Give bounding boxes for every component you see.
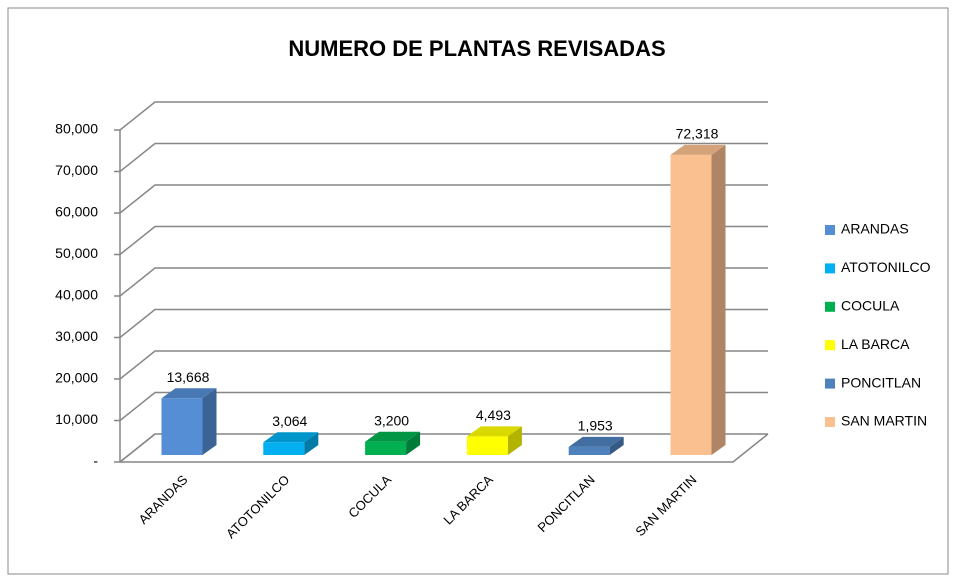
bar-top	[365, 431, 421, 442]
grid-line	[119, 225, 768, 256]
chart-title: NUMERO DE PLANTAS REVISADAS	[288, 36, 665, 61]
bar	[263, 442, 305, 455]
data-label: 3,064	[272, 413, 307, 429]
legend-label: COCULA	[841, 298, 900, 314]
data-label: 13,668	[167, 369, 210, 385]
legend-swatch	[825, 263, 835, 274]
grid-line	[119, 184, 768, 214]
bar-side	[609, 436, 624, 455]
data-label: 4,493	[476, 407, 511, 423]
y-tick-label: 10,000	[55, 411, 98, 427]
legend-swatch	[825, 417, 835, 427]
legend-label: LA BARCA	[841, 336, 910, 352]
y-tick-label: 20,000	[55, 370, 98, 386]
y-tick-label: 30,000	[55, 328, 98, 344]
y-tick-label: -	[93, 453, 98, 469]
grid-line	[119, 433, 768, 463]
legend-label: PONCITLAN	[841, 374, 921, 390]
bar	[568, 446, 610, 455]
y-tick-label: 60,000	[55, 204, 98, 220]
y-tick-label: 50,000	[55, 245, 98, 261]
bar	[466, 436, 508, 455]
bar	[161, 398, 203, 455]
y-tick-label: 80,000	[55, 121, 98, 137]
bar	[670, 154, 712, 455]
legend-swatch	[825, 340, 835, 351]
legend-swatch	[825, 301, 835, 312]
grid-line	[119, 350, 768, 380]
bar-side	[406, 431, 421, 455]
grid-line	[119, 267, 768, 297]
grid-line	[119, 142, 768, 173]
bar-side	[202, 388, 217, 455]
data-label: 1,953	[578, 418, 613, 434]
legend-label: ATOTONILCO	[841, 259, 931, 275]
data-label: 72,318	[676, 126, 719, 142]
y-tick-label: 70,000	[55, 162, 98, 178]
data-label: 3,200	[374, 412, 409, 428]
bar-top	[568, 436, 624, 447]
grid-line	[119, 101, 768, 131]
bar-side	[507, 426, 522, 455]
legend-label: SAN MARTIN	[841, 413, 927, 429]
bar-top	[161, 388, 217, 399]
bar-top	[466, 426, 522, 437]
bar-side	[304, 432, 319, 455]
bar-top	[263, 432, 319, 443]
legend-swatch	[825, 225, 835, 235]
y-tick-label: 40,000	[55, 287, 98, 303]
legend-label: ARANDAS	[841, 221, 909, 237]
bar	[365, 441, 407, 455]
grid-line	[119, 391, 768, 422]
bar-top	[670, 144, 726, 155]
bar-side	[711, 144, 726, 455]
legend-swatch	[825, 378, 835, 389]
grid-line	[119, 308, 768, 339]
